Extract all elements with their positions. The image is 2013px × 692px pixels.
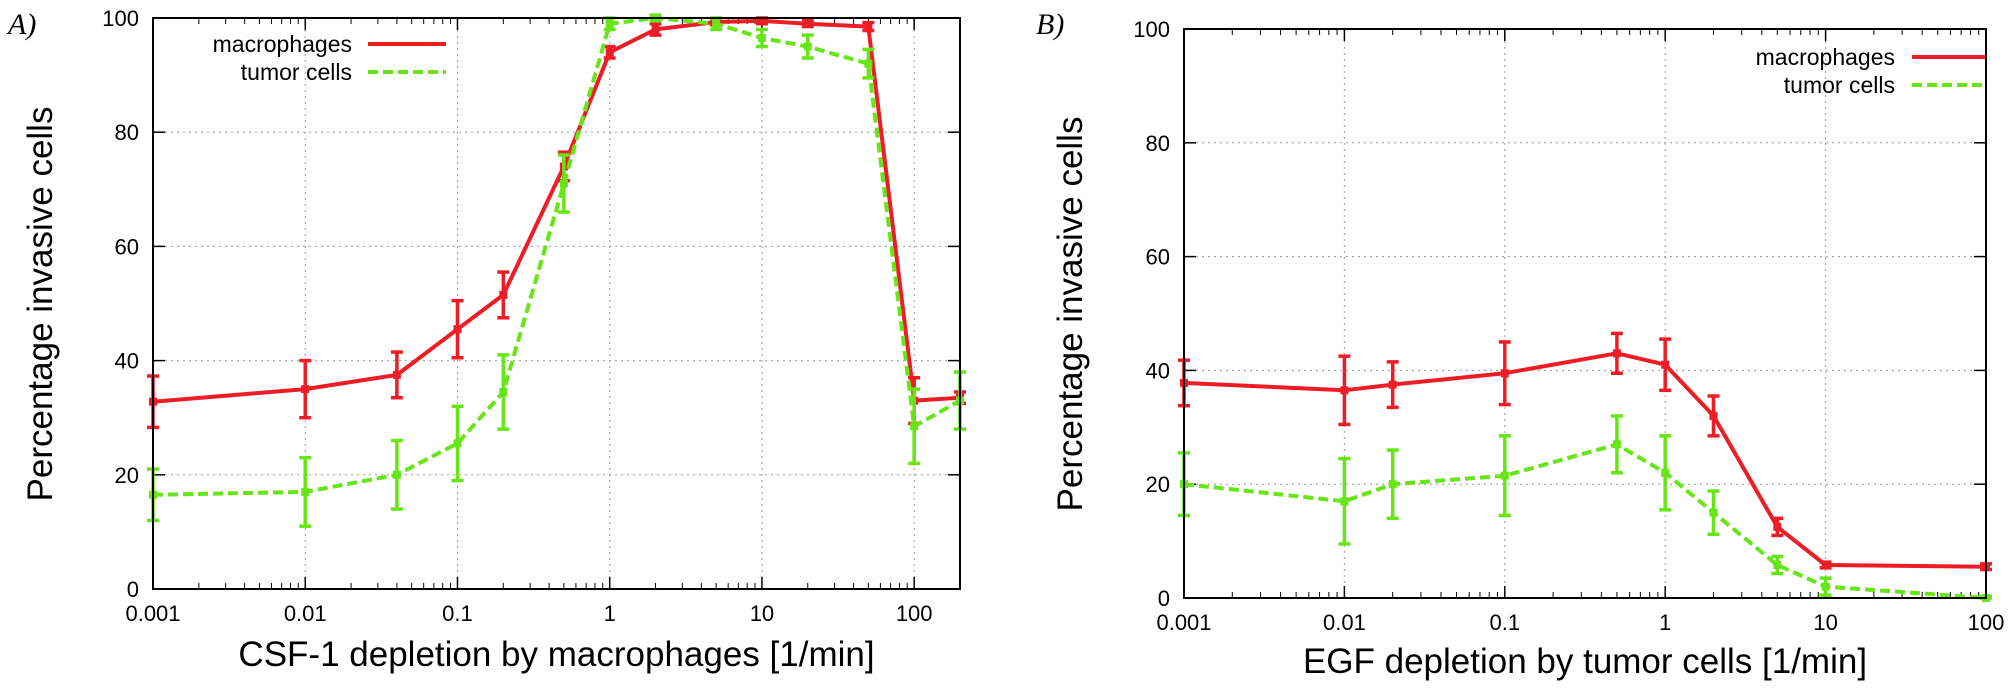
data-point xyxy=(1340,386,1349,395)
chart-b: 0.001 0.01 0.1 1 10 100 0 20 40 60 80 100 macrophage… xyxy=(1036,8,2004,681)
data-point xyxy=(392,370,401,379)
x-tick-label: 0.01 xyxy=(284,601,327,626)
x-tick-label: 0.1 xyxy=(442,601,473,626)
chart-a: 0.001 0.01 0.1 1 10 100 0 20 40 60 80 100 macrophage… xyxy=(6,6,966,674)
data-point xyxy=(1612,349,1621,358)
data-point xyxy=(1709,411,1718,420)
data-point xyxy=(453,439,462,448)
x-axis-label: EGF depletion by tumor cells [1/min] xyxy=(1303,642,1867,681)
data-point xyxy=(1612,440,1621,449)
data-point xyxy=(864,59,873,68)
data-point xyxy=(605,48,614,57)
data-point xyxy=(712,19,721,28)
plot-frame xyxy=(152,17,961,590)
y-tick-label: 100 xyxy=(102,6,139,31)
data-point xyxy=(1773,522,1782,531)
x-tick-label: 0.001 xyxy=(1156,610,1211,635)
legend-label: tumor cells xyxy=(241,59,352,85)
x-tick-label: 10 xyxy=(750,601,774,626)
y-tick-label: 40 xyxy=(1146,358,1170,383)
data-point xyxy=(864,22,873,31)
data-point xyxy=(301,487,310,496)
x-tick-label: 1 xyxy=(604,601,616,626)
legend-label: macrophages xyxy=(213,31,352,57)
data-point xyxy=(392,470,401,479)
data-point xyxy=(1821,560,1830,569)
y-tick-label: 40 xyxy=(115,349,139,374)
x-tick-label: 100 xyxy=(1968,610,2005,635)
y-tick-label: 60 xyxy=(115,234,139,259)
data-point xyxy=(1709,508,1718,517)
data-point xyxy=(605,19,614,28)
panel-label: A) xyxy=(6,8,36,41)
data-point xyxy=(559,179,568,188)
data-point xyxy=(1661,360,1670,369)
data-point xyxy=(1821,582,1830,591)
data-point xyxy=(301,385,310,394)
data-point xyxy=(1500,369,1509,378)
series-line-macrophages xyxy=(152,18,961,404)
data-point xyxy=(1661,468,1670,477)
y-tick-label: 100 xyxy=(1133,17,1170,42)
x-tick-label: 1 xyxy=(1659,610,1671,635)
data-point xyxy=(803,42,812,51)
data-point xyxy=(499,388,508,397)
plot-frame xyxy=(1183,28,1987,599)
data-point xyxy=(757,16,766,25)
data-point xyxy=(1773,560,1782,569)
data-point xyxy=(1500,471,1509,480)
series-line-tumor-cells xyxy=(1183,442,1987,600)
y-axis-label: Percentage invasive cells xyxy=(1051,117,1090,512)
data-point xyxy=(1388,480,1397,489)
data-point xyxy=(910,422,919,431)
x-tick-label: 0.01 xyxy=(1323,610,1366,635)
data-point xyxy=(1388,380,1397,389)
y-tick-label: 60 xyxy=(1146,245,1170,270)
series-line-tumor-cells xyxy=(152,16,961,497)
data-point xyxy=(651,25,660,34)
y-tick-label: 0 xyxy=(1158,586,1170,611)
x-tick-label: 0.001 xyxy=(125,601,180,626)
data-point xyxy=(499,290,508,299)
legend-label: tumor cells xyxy=(1784,72,1895,98)
y-tick-label: 20 xyxy=(1146,472,1170,497)
data-point xyxy=(803,19,812,28)
panel-label: B) xyxy=(1036,8,1064,41)
y-tick-label: 80 xyxy=(1146,131,1170,156)
data-point xyxy=(1340,497,1349,506)
legend-label: macrophages xyxy=(1756,44,1895,70)
x-tick-label: 100 xyxy=(896,601,933,626)
x-tick-label: 0.1 xyxy=(1490,610,1521,635)
x-tick-label: 10 xyxy=(1813,610,1837,635)
x-axis-label: CSF-1 depletion by macrophages [1/min] xyxy=(238,635,874,674)
y-axis-label: Percentage invasive cells xyxy=(21,107,60,502)
data-point xyxy=(757,33,766,42)
y-tick-label: 20 xyxy=(115,463,139,488)
y-tick-label: 0 xyxy=(127,577,139,602)
data-point xyxy=(453,325,462,334)
y-tick-label: 80 xyxy=(115,120,139,145)
series-line-macrophages xyxy=(1183,351,1987,569)
